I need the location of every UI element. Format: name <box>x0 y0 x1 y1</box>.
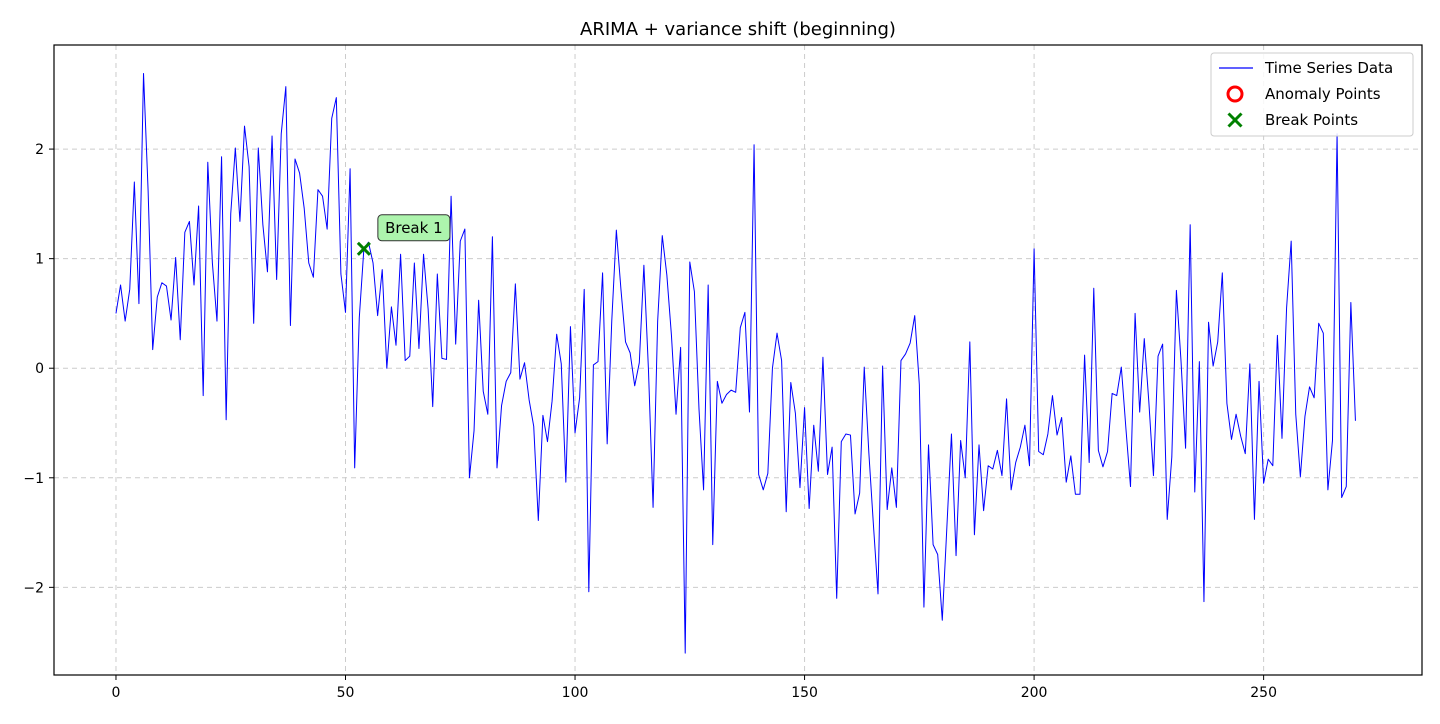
legend-box <box>1210 52 1414 137</box>
y-axis: −2 −1 0 1 2 <box>23 142 54 596</box>
x-tick-label: 250 <box>1250 685 1277 701</box>
x-tick-label: 150 <box>791 685 818 701</box>
plot-frame <box>53 44 1423 676</box>
series-layer <box>115 72 1356 654</box>
y-tick-label: 1 <box>35 252 44 268</box>
legend-circle-swatch <box>1226 85 1244 103</box>
break-label-box <box>377 214 451 242</box>
y-tick-label: 0 <box>35 361 44 377</box>
legend: Time Series Data Anomaly Points Break Poin… <box>1210 52 1414 137</box>
break-point-marker <box>356 241 371 256</box>
y-tick-label: 2 <box>35 142 44 158</box>
chart-title: ARIMA + variance shift (beginning) <box>580 19 896 40</box>
y-tick-label: −2 <box>23 580 44 596</box>
x-tick-label: 50 <box>337 685 355 701</box>
series-line <box>115 72 1356 654</box>
y-tick-label: −1 <box>23 471 44 487</box>
legend-label: Break Points <box>1265 111 1358 129</box>
legend-label: Anomaly Points <box>1265 85 1381 103</box>
x-tick-label: 200 <box>1021 685 1048 701</box>
legend-x-swatch <box>1227 112 1243 128</box>
break-label: Break 1 <box>385 219 443 237</box>
x-tick-label: 0 <box>112 685 121 701</box>
x-tick-label: 100 <box>562 685 589 701</box>
grid-layer <box>54 45 1422 675</box>
x-axis: 0 50 100 150 200 250 <box>112 675 1277 701</box>
legend-label: Time Series Data <box>1264 59 1393 77</box>
break-layer: Break 1 <box>356 214 451 256</box>
